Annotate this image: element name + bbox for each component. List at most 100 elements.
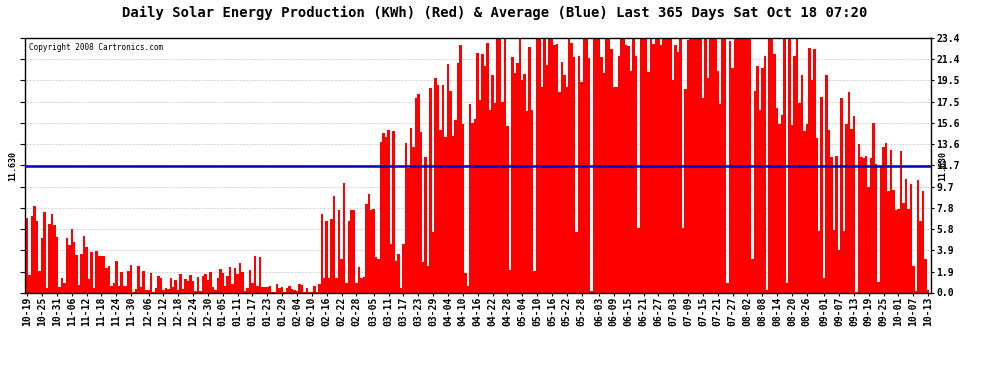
Bar bbox=[823, 278, 826, 292]
Bar bbox=[649, 38, 652, 292]
Bar bbox=[615, 87, 618, 292]
Bar bbox=[872, 123, 875, 292]
Bar bbox=[796, 38, 798, 292]
Bar bbox=[927, 290, 930, 292]
Bar bbox=[362, 277, 365, 292]
Bar bbox=[860, 158, 862, 292]
Bar bbox=[167, 289, 169, 292]
Bar bbox=[499, 38, 501, 292]
Bar bbox=[585, 38, 588, 292]
Bar bbox=[88, 279, 90, 292]
Bar bbox=[704, 38, 707, 292]
Bar bbox=[217, 278, 219, 292]
Bar bbox=[182, 290, 184, 292]
Bar bbox=[687, 40, 689, 292]
Bar bbox=[207, 280, 209, 292]
Bar bbox=[75, 255, 78, 292]
Bar bbox=[321, 214, 323, 292]
Bar bbox=[709, 38, 712, 292]
Bar bbox=[184, 279, 187, 292]
Bar bbox=[739, 38, 742, 292]
Bar bbox=[689, 38, 692, 292]
Bar bbox=[600, 57, 603, 292]
Bar bbox=[534, 271, 536, 292]
Bar bbox=[214, 290, 217, 292]
Bar bbox=[159, 278, 162, 292]
Bar bbox=[692, 38, 694, 292]
Bar bbox=[209, 272, 212, 292]
Bar bbox=[531, 110, 534, 292]
Bar bbox=[387, 130, 390, 292]
Bar bbox=[925, 259, 927, 292]
Bar bbox=[697, 38, 699, 292]
Bar bbox=[451, 135, 454, 292]
Bar bbox=[756, 66, 758, 292]
Bar bbox=[347, 222, 350, 292]
Bar bbox=[34, 206, 36, 292]
Bar bbox=[323, 279, 326, 292]
Bar bbox=[301, 285, 303, 292]
Bar bbox=[761, 68, 763, 292]
Bar bbox=[643, 38, 644, 292]
Bar bbox=[907, 209, 910, 292]
Bar bbox=[509, 270, 511, 292]
Bar bbox=[256, 286, 258, 292]
Bar bbox=[647, 72, 649, 292]
Bar bbox=[377, 259, 380, 292]
Bar bbox=[189, 275, 192, 292]
Bar bbox=[593, 38, 595, 292]
Bar bbox=[536, 38, 539, 292]
Bar bbox=[900, 151, 902, 292]
Bar bbox=[219, 269, 222, 292]
Bar bbox=[461, 124, 464, 292]
Bar bbox=[29, 275, 31, 292]
Bar bbox=[912, 266, 915, 292]
Bar bbox=[197, 277, 199, 292]
Bar bbox=[253, 256, 256, 292]
Bar bbox=[53, 225, 55, 292]
Bar bbox=[788, 38, 791, 292]
Bar bbox=[405, 143, 407, 292]
Bar bbox=[652, 44, 654, 292]
Bar bbox=[60, 278, 63, 292]
Bar bbox=[847, 92, 850, 292]
Bar bbox=[852, 116, 855, 292]
Bar bbox=[496, 38, 499, 292]
Bar bbox=[751, 259, 753, 292]
Bar bbox=[766, 290, 768, 292]
Bar bbox=[46, 288, 49, 292]
Bar bbox=[491, 75, 494, 292]
Bar bbox=[748, 38, 751, 292]
Bar bbox=[801, 75, 803, 292]
Bar bbox=[603, 73, 605, 292]
Bar bbox=[922, 191, 925, 292]
Bar bbox=[446, 64, 449, 292]
Bar bbox=[568, 38, 570, 292]
Bar bbox=[474, 118, 476, 292]
Bar bbox=[179, 274, 182, 292]
Bar bbox=[268, 286, 271, 292]
Bar bbox=[263, 287, 266, 292]
Bar bbox=[664, 38, 667, 292]
Bar bbox=[608, 38, 610, 292]
Bar bbox=[65, 238, 68, 292]
Bar bbox=[258, 257, 261, 292]
Bar bbox=[625, 45, 628, 292]
Bar bbox=[816, 138, 818, 292]
Bar bbox=[811, 81, 813, 292]
Bar bbox=[336, 278, 338, 292]
Bar bbox=[73, 242, 75, 292]
Bar bbox=[623, 38, 625, 292]
Bar bbox=[237, 274, 239, 292]
Bar bbox=[39, 272, 41, 292]
Text: 11.630: 11.630 bbox=[9, 151, 18, 181]
Bar bbox=[125, 286, 128, 292]
Bar bbox=[803, 131, 806, 292]
Bar bbox=[684, 90, 687, 292]
Bar bbox=[595, 38, 598, 292]
Bar bbox=[746, 38, 748, 292]
Bar bbox=[26, 219, 29, 292]
Bar bbox=[140, 286, 143, 292]
Bar bbox=[563, 75, 565, 292]
Bar bbox=[44, 212, 46, 292]
